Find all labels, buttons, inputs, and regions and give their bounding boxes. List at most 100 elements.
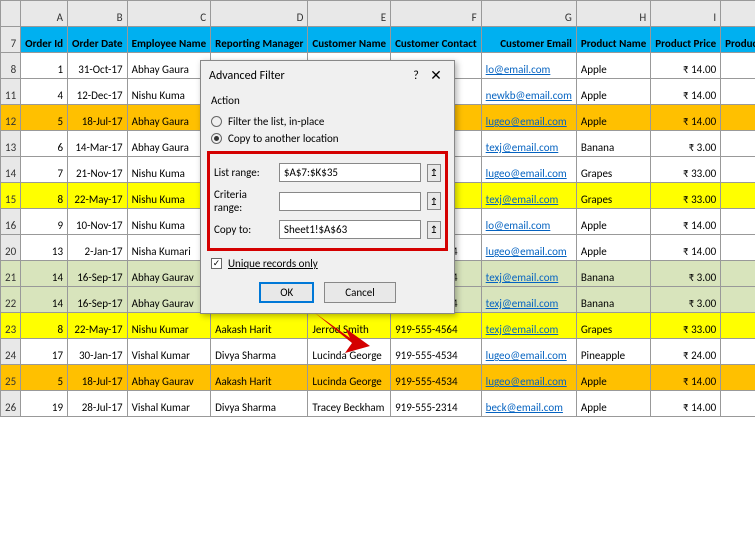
cell[interactable]: Nishu Kumar	[127, 313, 211, 339]
cell[interactable]: 12.00	[721, 131, 755, 157]
cell[interactable]: texj@email.com	[481, 313, 576, 339]
col-header[interactable]: D	[211, 1, 308, 27]
cell[interactable]: 4	[21, 79, 68, 105]
col-header[interactable]: I	[651, 1, 721, 27]
cell[interactable]: 28.00	[721, 287, 755, 313]
cell[interactable]: Abhay Gaurav	[127, 261, 211, 287]
cell[interactable]: Nishu Kuma	[127, 209, 211, 235]
cell[interactable]: Apple	[576, 391, 650, 417]
row-header[interactable]: 13	[1, 131, 21, 157]
row-header[interactable]: 7	[1, 27, 21, 53]
cell[interactable]: newkb@email.com	[481, 79, 576, 105]
cell[interactable]: 98.00	[721, 157, 755, 183]
cell[interactable]: Abhay Gaura	[127, 53, 211, 79]
cell[interactable]: ₹ 3.00	[651, 261, 721, 287]
cell[interactable]: 8	[21, 183, 68, 209]
cell[interactable]: texj@email.com	[481, 287, 576, 313]
cell[interactable]: beck@email.com	[481, 391, 576, 417]
cell[interactable]: Banana	[576, 261, 650, 287]
ref-picker-icon[interactable]: ↥	[427, 192, 441, 210]
cell[interactable]: Abhay Gaura	[127, 131, 211, 157]
cell[interactable]: Abhay Gaurav	[127, 365, 211, 391]
cell[interactable]: 1	[21, 53, 68, 79]
cell[interactable]: 44.00	[721, 365, 755, 391]
cell[interactable]: 21-Nov-17	[68, 157, 128, 183]
cell[interactable]: Nishu Kuma	[127, 157, 211, 183]
cell[interactable]: lo@email.com	[481, 209, 576, 235]
cell[interactable]: Banana	[576, 287, 650, 313]
list-range-input[interactable]	[279, 163, 421, 182]
close-icon[interactable]: ✕	[426, 67, 446, 84]
cell[interactable]: Aakash Harit	[211, 365, 308, 391]
cell[interactable]: lugeo@email.com	[481, 157, 576, 183]
criteria-range-input[interactable]	[279, 192, 421, 211]
row-header[interactable]: 22	[1, 287, 21, 313]
col-header[interactable]: C	[127, 1, 211, 27]
cell[interactable]: Banana	[576, 131, 650, 157]
col-header[interactable]: E	[308, 1, 391, 27]
row-header[interactable]: 26	[1, 391, 21, 417]
cell[interactable]: Grapes	[576, 313, 650, 339]
cancel-button[interactable]: Cancel	[324, 282, 396, 303]
col-header[interactable]: J	[721, 1, 755, 27]
cell[interactable]: Nishu Kuma	[127, 183, 211, 209]
col-header[interactable]: B	[68, 1, 128, 27]
cell[interactable]: 5	[21, 365, 68, 391]
cell[interactable]: 919-555-4564	[391, 313, 482, 339]
cell[interactable]: 28.00	[721, 339, 755, 365]
cell[interactable]: 19	[21, 391, 68, 417]
cell[interactable]: 97.00	[721, 235, 755, 261]
cell[interactable]: Grapes	[576, 183, 650, 209]
cell[interactable]: Abhay Gaura	[127, 105, 211, 131]
cell[interactable]: Lucinda George	[308, 339, 391, 365]
cell[interactable]: 44.00	[721, 79, 755, 105]
cell[interactable]: ₹ 14.00	[651, 105, 721, 131]
cell[interactable]: texj@email.com	[481, 261, 576, 287]
cell[interactable]: lugeo@email.com	[481, 339, 576, 365]
cell[interactable]: 28-Jul-17	[68, 391, 128, 417]
cell[interactable]: 16-Sep-17	[68, 287, 128, 313]
cell[interactable]: 14-Mar-17	[68, 131, 128, 157]
help-icon[interactable]: ?	[406, 69, 426, 83]
cell[interactable]: 8	[21, 313, 68, 339]
cell[interactable]: ₹ 3.00	[651, 131, 721, 157]
cell[interactable]: ₹ 33.00	[651, 183, 721, 209]
cell[interactable]: Apple	[576, 105, 650, 131]
cell[interactable]: Divya Sharma	[211, 339, 308, 365]
cell[interactable]: 14	[21, 287, 68, 313]
cell[interactable]: 919-555-4534	[391, 365, 482, 391]
cell[interactable]: Apple	[576, 209, 650, 235]
cell[interactable]: Apple	[576, 79, 650, 105]
cell[interactable]: 7	[21, 157, 68, 183]
cell[interactable]: 5	[21, 105, 68, 131]
cell[interactable]: ₹ 14.00	[651, 53, 721, 79]
row-header[interactable]: 20	[1, 235, 21, 261]
row-header[interactable]: 11	[1, 79, 21, 105]
cell[interactable]: ₹ 14.00	[651, 391, 721, 417]
cell[interactable]: 22-May-17	[68, 183, 128, 209]
cell[interactable]: ₹ 14.00	[651, 235, 721, 261]
cell[interactable]: Apple	[576, 53, 650, 79]
cell[interactable]: lugeo@email.com	[481, 365, 576, 391]
cell[interactable]: 9	[21, 209, 68, 235]
cell[interactable]: ₹ 33.00	[651, 157, 721, 183]
row-header[interactable]: 8	[1, 53, 21, 79]
cell[interactable]: 16-Sep-17	[68, 261, 128, 287]
cell[interactable]: 13	[21, 235, 68, 261]
cell[interactable]: lugeo@email.com	[481, 235, 576, 261]
copy-to-input[interactable]	[279, 220, 421, 239]
row-header[interactable]: 21	[1, 261, 21, 287]
cell[interactable]: 10-Nov-17	[68, 209, 128, 235]
cell[interactable]: 14	[21, 261, 68, 287]
cell[interactable]: Divya Sharma	[211, 391, 308, 417]
cell[interactable]: ₹ 33.00	[651, 313, 721, 339]
cell[interactable]: 18-Jul-17	[68, 365, 128, 391]
cell[interactable]: ₹ 3.00	[651, 287, 721, 313]
cell[interactable]: Vishal Kumar	[127, 339, 211, 365]
cell[interactable]: 15.00	[721, 209, 755, 235]
col-header[interactable]: F	[391, 1, 482, 27]
row-header[interactable]: 15	[1, 183, 21, 209]
row-header[interactable]: 25	[1, 365, 21, 391]
cell[interactable]: 30-Jan-17	[68, 339, 128, 365]
ok-button[interactable]: OK	[259, 282, 314, 303]
